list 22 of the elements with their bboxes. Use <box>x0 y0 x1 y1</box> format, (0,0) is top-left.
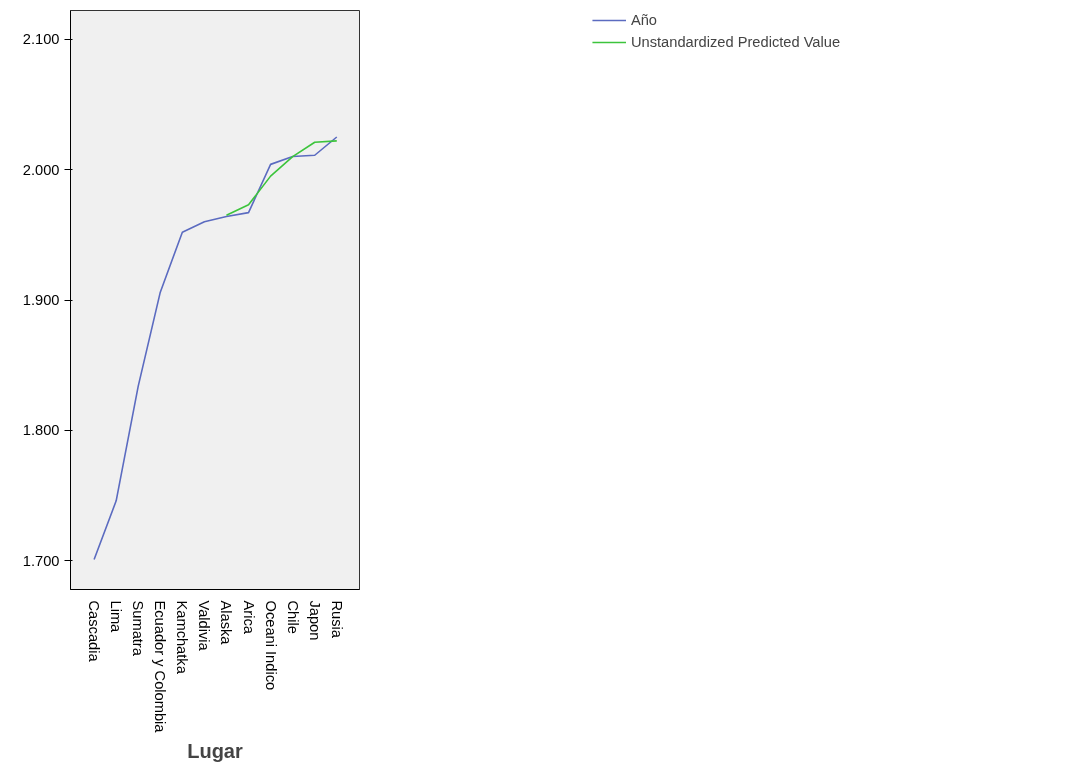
x-axis-title: Lugar <box>187 740 243 763</box>
x-tick-label: Rusia <box>328 600 345 639</box>
x-tick-label: Chile <box>284 600 301 634</box>
x-tick-label: Japon <box>306 600 323 641</box>
x-tick-label: Sumatra <box>130 600 147 657</box>
x-tick-label: Alaska <box>218 600 235 646</box>
x-tick-label: Lima <box>108 600 125 634</box>
x-tick-label: Arica <box>240 600 257 635</box>
x-tick-label: Kamchatka <box>174 600 191 675</box>
y-tick-label: 1.900 <box>22 292 60 308</box>
x-tick-label: Cascadia <box>86 600 103 663</box>
legend-label: Año <box>630 12 658 28</box>
line-series <box>225 140 338 217</box>
x-tick-label: Oceani Indico <box>262 600 279 691</box>
y-tick-label: 1.800 <box>22 422 60 439</box>
y-tick-label: 1.700 <box>22 552 60 569</box>
y-tick-label: 2.100 <box>22 31 60 48</box>
x-tick-label: Valdivia <box>196 600 213 652</box>
x-tick-label: Ecuador y Colombia <box>152 600 169 734</box>
legend-label: Unstandardized Predicted Value <box>630 34 841 50</box>
y-tick-label: 2.000 <box>22 161 60 178</box>
line-series <box>93 136 338 561</box>
